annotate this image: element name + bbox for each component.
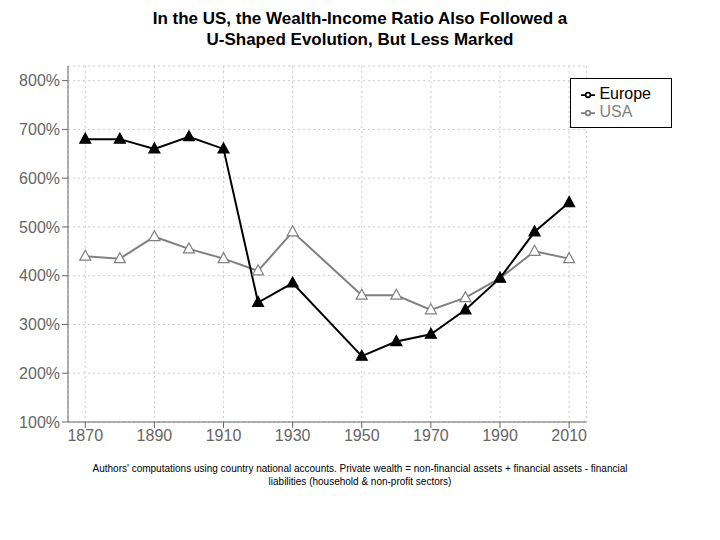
html-text:In the US, the Wealth-Income R: In the US, the Wealth-Income Ratio Also … bbox=[152, 9, 568, 49]
svg-text:1870: 1870 bbox=[67, 427, 103, 444]
svg-text:2010: 2010 bbox=[551, 427, 587, 444]
svg-text:1930: 1930 bbox=[275, 427, 311, 444]
html-text:Europe: Europe bbox=[599, 85, 651, 102]
svg-text:100%: 100% bbox=[19, 414, 60, 431]
svg-text:1890: 1890 bbox=[137, 427, 173, 444]
svg-text:600%: 600% bbox=[19, 170, 60, 187]
svg-text:1990: 1990 bbox=[482, 427, 518, 444]
svg-text:1950: 1950 bbox=[344, 427, 380, 444]
svg-text:800%: 800% bbox=[19, 72, 60, 89]
svg-text:1970: 1970 bbox=[413, 427, 449, 444]
svg-text:1910: 1910 bbox=[206, 427, 242, 444]
svg-text:300%: 300% bbox=[19, 316, 60, 333]
html-text:USA: USA bbox=[599, 103, 633, 120]
svg-text:400%: 400% bbox=[19, 267, 60, 284]
svg-text:500%: 500% bbox=[19, 219, 60, 236]
svg-text:200%: 200% bbox=[19, 365, 60, 382]
svg-text:700%: 700% bbox=[19, 121, 60, 138]
html-text:Authors' computations using co: Authors' computations using country nati… bbox=[92, 463, 628, 487]
